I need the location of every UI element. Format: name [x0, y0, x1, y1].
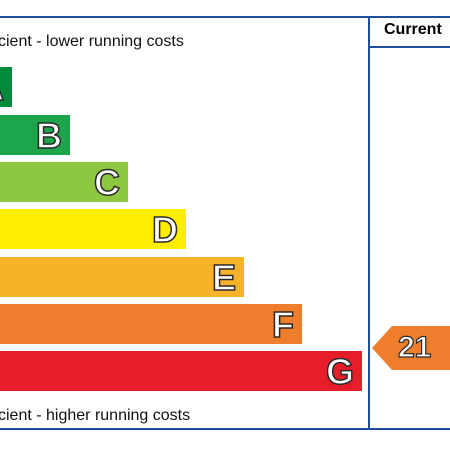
rating-band-letter: F	[271, 304, 295, 346]
current-rating-arrow	[372, 326, 450, 370]
current-rating-arrow-shape	[372, 326, 450, 370]
rating-band-e: E	[0, 257, 244, 299]
efficiency-caption-bottom: cient - higher running costs	[0, 407, 191, 424]
rating-band-letter: A	[0, 67, 5, 109]
frame-bottom-border	[0, 428, 450, 430]
rating-band-g: G	[0, 351, 362, 393]
rating-band-letter: D	[151, 209, 179, 251]
current-rating-value: 21	[397, 330, 432, 364]
rating-band-a: A	[0, 67, 12, 109]
rating-band-b: B	[0, 115, 70, 157]
rating-band-c: C	[0, 162, 128, 204]
efficiency-caption-top: cient - lower running costs	[0, 33, 184, 50]
rating-band-letter: B	[35, 115, 63, 157]
rating-band-f: F	[0, 304, 302, 346]
rating-band-letter: E	[211, 257, 237, 299]
rating-band-letter: G	[325, 351, 355, 393]
header-underline	[370, 46, 450, 48]
current-column-header: Current	[384, 21, 442, 38]
rating-band-d: D	[0, 209, 186, 251]
column-divider	[368, 16, 370, 430]
frame-top-border	[0, 16, 450, 18]
rating-band-letter: C	[93, 162, 121, 204]
